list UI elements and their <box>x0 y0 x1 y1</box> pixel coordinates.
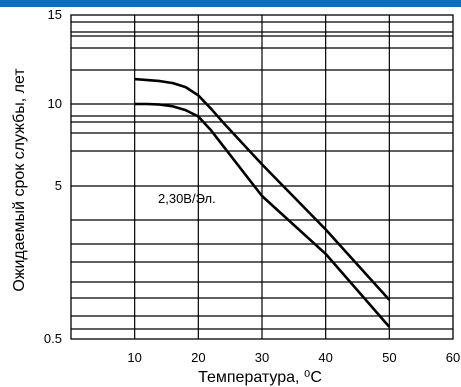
top-accent-bar <box>0 0 461 7</box>
x-tick-label: 40 <box>318 350 332 365</box>
grid <box>71 15 453 339</box>
x-axis-label: Температура, ⁰С <box>198 369 322 386</box>
x-tick-label: 10 <box>127 350 141 365</box>
series-group <box>134 77 391 328</box>
x-tick-label: 50 <box>382 350 396 365</box>
plot-frame <box>70 14 454 340</box>
x-tick-label: 20 <box>191 350 205 365</box>
y-tick-label: 5 <box>55 178 62 193</box>
x-tick-labels: 10 20 30 40 50 60 <box>127 350 460 365</box>
y-axis-label: Ожидаемый срок службы, лет <box>11 68 28 292</box>
series-line-1 <box>134 77 391 301</box>
y-tick-label: 15 <box>48 7 62 22</box>
x-tick-label: 60 <box>446 350 460 365</box>
series-line-2 <box>134 102 391 328</box>
y-tick-labels: 0.5 5 10 15 <box>44 7 62 346</box>
annotation-label: 2,30В/Эл. <box>158 191 216 206</box>
y-tick-label: 10 <box>48 96 62 111</box>
y-tick-label: 0.5 <box>44 331 62 346</box>
x-tick-label: 30 <box>255 350 269 365</box>
